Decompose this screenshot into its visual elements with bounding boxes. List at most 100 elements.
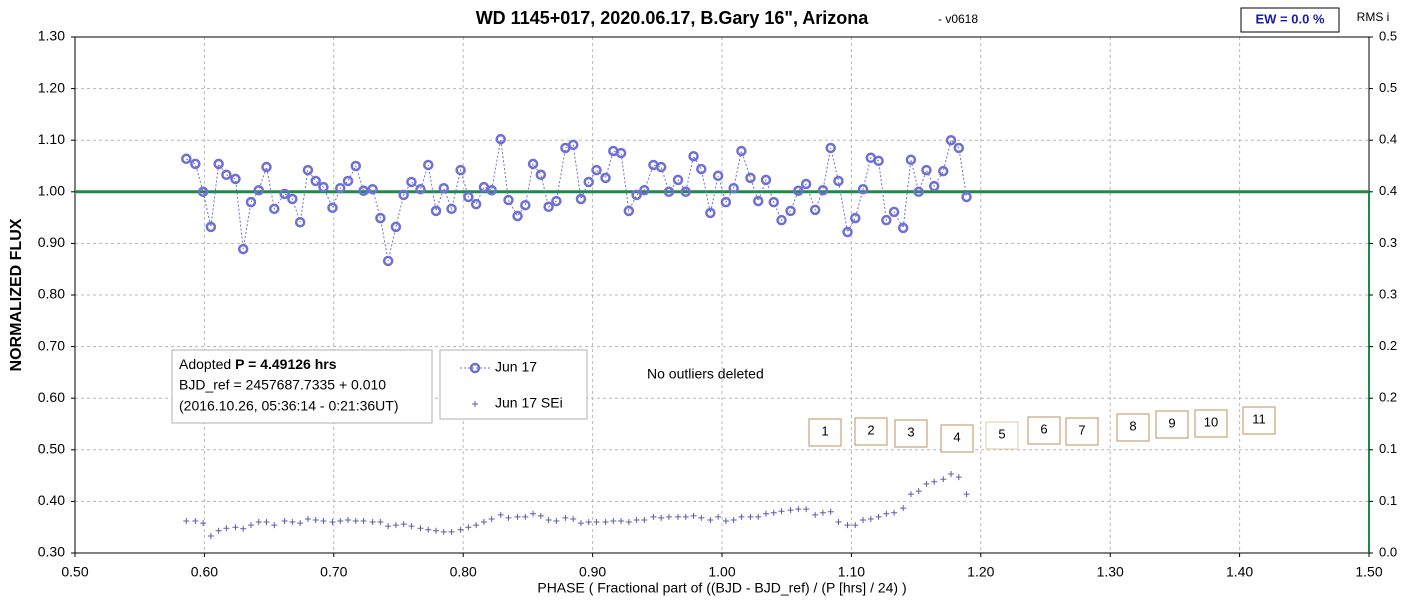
plus-point [200, 520, 207, 527]
plus-point [304, 515, 311, 522]
plus-point [271, 522, 278, 529]
number-box [1155, 410, 1189, 439]
plus-point [392, 522, 399, 529]
plus-point [940, 476, 947, 483]
plus-point [488, 515, 495, 522]
x-tick-label: 1.20 [967, 564, 994, 580]
plus-point [698, 514, 705, 521]
plus-point [369, 519, 376, 526]
info-prefix: Adopted [179, 356, 231, 372]
point [600, 172, 611, 184]
point [269, 203, 280, 215]
point [631, 189, 642, 201]
plus-point [425, 526, 432, 533]
plus-point [263, 519, 270, 526]
x-axis-label: PHASE ( Fractional part of ((BJD - BJD_r… [537, 580, 906, 596]
plus-point [923, 480, 930, 487]
plus-point [215, 527, 222, 534]
plus-point [915, 488, 922, 495]
plus-point [570, 515, 577, 522]
point [294, 216, 306, 228]
plus-point [658, 514, 665, 521]
point [375, 212, 386, 224]
plus-point [762, 510, 769, 517]
plus-point [320, 518, 327, 525]
point [575, 193, 587, 205]
plus-point [465, 524, 472, 531]
grid [74, 36, 1370, 554]
info-line2: BJD_ref = 2457687.7335 + 0.010 [179, 377, 386, 393]
point [543, 201, 554, 213]
y-tick-label: 1.20 [38, 79, 65, 95]
plus-point [722, 518, 729, 525]
point [842, 226, 853, 238]
plus-point [641, 516, 648, 523]
plus-point [690, 512, 697, 519]
point [720, 196, 732, 208]
plus-point [860, 516, 867, 523]
point [688, 150, 699, 162]
y-tick-label: 0.30 [38, 544, 65, 560]
plus-point [844, 522, 851, 529]
number-label: 10 [1204, 414, 1218, 429]
plus-point [900, 505, 907, 512]
plus-point [400, 521, 407, 528]
plus-point [795, 506, 802, 513]
number-box [1065, 417, 1099, 446]
plus-point [585, 519, 592, 526]
number-box [1242, 406, 1276, 435]
x-tick-label: 0.50 [61, 564, 88, 580]
plus-point [247, 522, 254, 529]
point [415, 183, 426, 195]
ew-box [1240, 7, 1340, 33]
point [520, 199, 531, 211]
x-tick-label: 1.30 [1097, 564, 1124, 580]
x-tick-label: 1.10 [838, 564, 865, 580]
plus-point [440, 528, 447, 535]
point [287, 193, 298, 205]
plus-point [553, 518, 560, 525]
y-axis-label: NORMALIZED FLUX [8, 218, 25, 371]
point [423, 159, 434, 171]
plus-point [408, 523, 415, 530]
plus-point [787, 507, 794, 514]
plus-point [707, 516, 714, 523]
point [181, 153, 192, 165]
point [938, 165, 949, 177]
point [430, 205, 442, 217]
plus-point [602, 519, 609, 526]
number-label: 7 [1078, 422, 1085, 437]
number-label: 1 [821, 423, 828, 438]
point [535, 169, 547, 181]
y-tick-label: 0.80 [38, 286, 65, 302]
plus-point [232, 524, 239, 531]
legend-box [439, 349, 588, 420]
plus-point [819, 509, 826, 516]
point [350, 160, 362, 172]
point [342, 175, 354, 187]
plus-point [360, 518, 367, 525]
point [639, 185, 650, 196]
plus-point [867, 515, 874, 522]
plus-point [497, 511, 504, 518]
plus-point [240, 525, 247, 532]
plus-point [907, 491, 914, 498]
point [615, 147, 627, 159]
plus-point [633, 516, 640, 523]
point [503, 194, 514, 206]
plus-point [385, 523, 392, 530]
plus-point [312, 516, 319, 523]
point [913, 186, 924, 198]
number-box [940, 424, 974, 453]
plus-point [948, 471, 955, 478]
plus-point [448, 528, 455, 535]
point [406, 176, 417, 188]
point [928, 180, 940, 192]
y-tick-label: 0.70 [38, 337, 65, 353]
plus-point [883, 510, 890, 517]
point [905, 154, 917, 166]
plus-point [417, 525, 424, 532]
plus-point [530, 510, 537, 517]
